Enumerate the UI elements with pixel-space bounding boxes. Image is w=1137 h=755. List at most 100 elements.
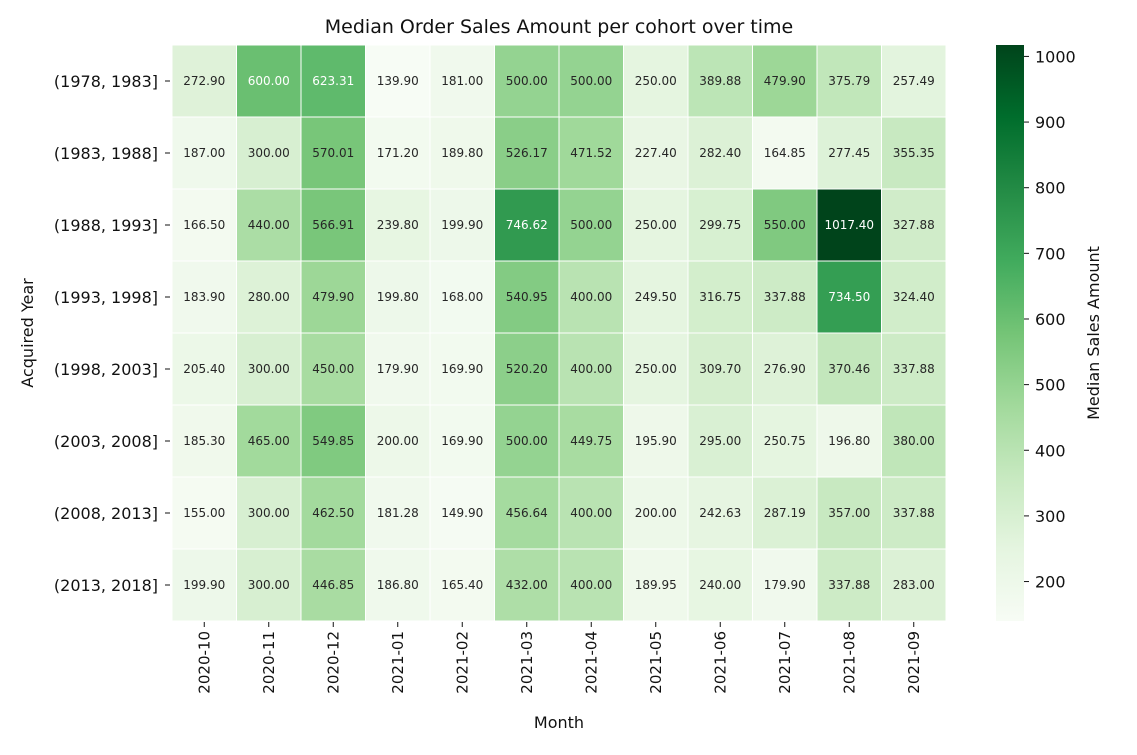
heatmap-cell — [494, 332, 560, 406]
heatmap-cell — [429, 476, 495, 550]
heatmap-cell — [881, 404, 947, 478]
heatmap-cell — [300, 548, 366, 622]
x-tick-label: 2020-12 — [324, 631, 342, 694]
cell-value-label: 183.90 — [183, 290, 225, 304]
heatmap-cell — [300, 188, 366, 262]
cell-value-label: 165.40 — [441, 578, 483, 592]
colorbar-tick-label: 700 — [1035, 244, 1066, 263]
cell-value-label: 250.75 — [764, 434, 806, 448]
cell-value-label: 316.75 — [699, 290, 741, 304]
heatmap-cell — [365, 260, 431, 334]
cell-value-label: 400.00 — [570, 578, 612, 592]
cell-value-label: 370.46 — [828, 362, 870, 376]
heatmap-cell — [171, 260, 237, 334]
cell-value-label: 500.00 — [570, 74, 612, 88]
heatmap-cell — [171, 332, 237, 406]
heatmap-cell — [881, 188, 947, 262]
heatmap-cell — [558, 404, 624, 478]
x-tick-label: 2021-03 — [518, 631, 536, 694]
heatmap-cell — [752, 116, 818, 190]
y-tick-label: (2013, 2018] — [54, 576, 158, 595]
cell-value-label: 327.88 — [893, 218, 935, 232]
heatmap-cell — [365, 116, 431, 190]
colorbar-ticks: 200 300 400 500 600 700 800 900 1000 — [1024, 47, 1076, 592]
cell-value-label: 1017.40 — [824, 218, 874, 232]
cell-value-label: 500.00 — [506, 74, 548, 88]
cell-value-label: 389.88 — [699, 74, 741, 88]
y-tick-label: (2003, 2008] — [54, 432, 158, 451]
heatmap-cell — [171, 548, 237, 622]
y-tick-label: (1998, 2003] — [54, 360, 158, 379]
cell-value-label: 249.50 — [635, 290, 677, 304]
cell-value-label: 337.88 — [828, 578, 870, 592]
cell-value-label: 500.00 — [506, 434, 548, 448]
heatmap-cell — [300, 476, 366, 550]
cell-value-label: 179.90 — [377, 362, 419, 376]
x-tick-label: 2021-02 — [453, 631, 471, 694]
x-axis-label: Month — [534, 713, 584, 732]
heatmap-cell — [171, 188, 237, 262]
cell-value-label: 169.90 — [441, 434, 483, 448]
colorbar-tick-label: 1000 — [1035, 47, 1076, 66]
heatmap-cell — [752, 476, 818, 550]
cell-value-label: 540.95 — [506, 290, 548, 304]
cell-value-label: 465.00 — [248, 434, 290, 448]
cell-value-label: 276.90 — [764, 362, 806, 376]
cell-value-label: 257.49 — [893, 74, 935, 88]
colorbar-tick-label: 800 — [1035, 179, 1066, 198]
y-tick-label: (1988, 1993] — [54, 216, 158, 235]
x-tick-label: 2021-07 — [776, 631, 794, 694]
cell-value-label: 479.90 — [312, 290, 354, 304]
heatmap-cell — [558, 188, 624, 262]
heatmap-cell — [494, 44, 560, 118]
heatmap-cell — [816, 476, 882, 550]
heatmap-cell — [171, 476, 237, 550]
cell-value-label: 570.01 — [312, 146, 354, 160]
y-tick-labels: (1978, 1983] (1983, 1988] (1988, 1993] (199… — [54, 72, 170, 595]
cell-value-label: 337.88 — [893, 506, 935, 520]
heatmap-cell — [236, 332, 302, 406]
cell-value-label: 520.20 — [506, 362, 548, 376]
cell-value-label: 526.17 — [506, 146, 548, 160]
heatmap-cell — [816, 260, 882, 334]
x-tick-label: 2021-05 — [647, 631, 665, 694]
cell-value-label: 199.90 — [441, 218, 483, 232]
cell-value-label: 734.50 — [828, 290, 870, 304]
heatmap-cell — [687, 548, 753, 622]
heatmap-cell — [816, 116, 882, 190]
cell-value-label: 400.00 — [570, 362, 612, 376]
heatmap-cell — [365, 548, 431, 622]
cell-value-label: 355.35 — [893, 146, 935, 160]
x-tick-label: 2020-11 — [260, 631, 278, 694]
heatmap-cell — [171, 404, 237, 478]
heatmap-cell — [687, 404, 753, 478]
heatmap-cell — [687, 260, 753, 334]
x-tick-label: 2021-04 — [582, 631, 600, 694]
cell-value-label: 623.31 — [312, 74, 354, 88]
cell-value-label: 250.00 — [635, 74, 677, 88]
cell-value-label: 337.88 — [893, 362, 935, 376]
x-tick-label: 2021-01 — [389, 631, 407, 694]
heatmap-cell — [752, 260, 818, 334]
cell-value-label: 187.00 — [183, 146, 225, 160]
cell-value-label: 189.80 — [441, 146, 483, 160]
cell-value-label: 227.40 — [635, 146, 677, 160]
heatmap-cell — [429, 548, 495, 622]
cell-value-label: 500.00 — [570, 218, 612, 232]
cell-value-label: 205.40 — [183, 362, 225, 376]
heatmap-cells: 272.90 600.00 623.31 139.90 181.00 500.00 500.… — [171, 44, 947, 622]
cell-value-label: 357.00 — [828, 506, 870, 520]
x-tick-labels: 2020-10 2020-11 2020-12 2021-01 2021-02 2021-… — [195, 622, 923, 694]
heatmap-cell — [300, 332, 366, 406]
heatmap-cell — [494, 260, 560, 334]
y-tick-label: (2008, 2013] — [54, 504, 158, 523]
cell-value-label: 239.80 — [377, 218, 419, 232]
heatmap-cell — [365, 188, 431, 262]
cell-value-label: 324.40 — [893, 290, 935, 304]
heatmap-cell — [236, 116, 302, 190]
heatmap-cell — [881, 548, 947, 622]
heatmap-cell — [558, 476, 624, 550]
colorbar: 200 300 400 500 600 700 800 900 1000 Median Sale… — [996, 45, 1103, 621]
heatmap-cell — [623, 404, 689, 478]
heatmap-cell — [752, 548, 818, 622]
